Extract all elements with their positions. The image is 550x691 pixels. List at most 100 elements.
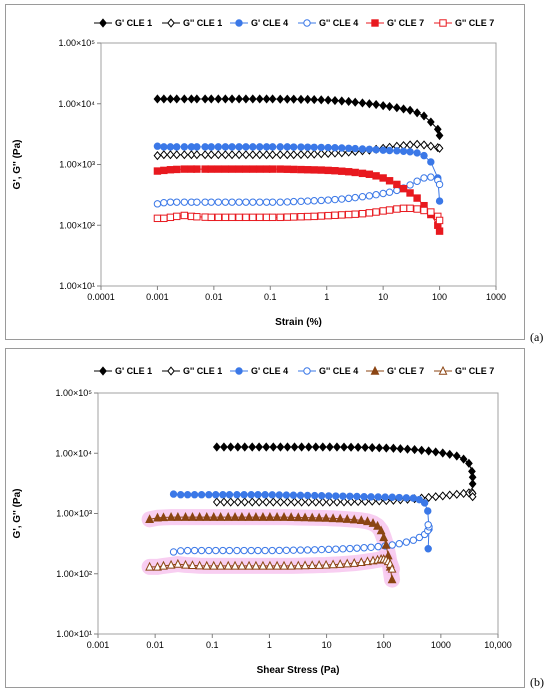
data-point [242, 198, 250, 206]
data-point [183, 491, 192, 499]
data-point [249, 198, 257, 206]
legend-marker [235, 19, 243, 27]
data-point [424, 492, 433, 502]
data-point [276, 94, 285, 104]
data-point [214, 198, 223, 206]
data-point [335, 513, 345, 523]
data-point [223, 560, 233, 570]
data-point [193, 165, 201, 173]
x-axis-title: Strain (%) [275, 317, 322, 328]
data-point [415, 533, 424, 542]
data-point [317, 545, 326, 554]
legend-marker [438, 365, 448, 375]
data-point [145, 561, 155, 571]
data-point [230, 512, 240, 521]
data-point [310, 197, 318, 205]
data-point [381, 493, 389, 501]
data-point [153, 561, 162, 571]
data-point [160, 94, 168, 104]
data-point [188, 560, 197, 570]
data-point [279, 560, 289, 570]
data-point [435, 130, 444, 141]
data-point [297, 94, 305, 104]
data-point [445, 449, 454, 459]
data-point [160, 143, 168, 151]
panel-label-b: (b) [530, 675, 544, 689]
data-point [310, 143, 318, 151]
data-point [190, 546, 199, 555]
data-point [406, 181, 414, 189]
data-point [388, 541, 396, 549]
data-point [358, 98, 367, 108]
data-point [166, 150, 175, 160]
data-point [214, 94, 223, 104]
data-point [255, 497, 263, 507]
data-point [283, 198, 291, 206]
data-point [339, 545, 347, 553]
data-point [303, 149, 312, 159]
data-point [248, 150, 257, 160]
data-point [268, 491, 276, 499]
data-point [268, 165, 277, 173]
data-point [387, 563, 397, 573]
data-point [317, 492, 326, 500]
y-tick-label: 1.00×10¹ [59, 281, 95, 291]
data-point [268, 213, 277, 222]
data-point [265, 512, 275, 521]
data-point [153, 512, 162, 522]
data-point [358, 193, 367, 201]
data-point [344, 144, 353, 152]
data-point [337, 148, 346, 158]
x-tick-label: 0.01 [146, 640, 164, 650]
data-point [269, 442, 278, 452]
data-point [221, 198, 230, 206]
x-tick-label: 1000 [486, 292, 506, 302]
data-point [413, 177, 421, 185]
data-point [275, 491, 284, 499]
data-point [221, 213, 230, 222]
data-point [237, 560, 247, 570]
data-point [346, 544, 354, 553]
data-point [233, 442, 242, 452]
data-point [385, 188, 394, 196]
data-point [173, 512, 183, 521]
data-point [403, 444, 412, 454]
data-point [351, 97, 360, 107]
data-point [340, 497, 348, 507]
data-point [297, 149, 305, 160]
data-point [311, 491, 319, 500]
data-point [385, 101, 394, 112]
data-point [387, 574, 397, 584]
legend-label: G' CLE 4 [251, 18, 288, 28]
legend-marker [167, 366, 175, 376]
data-point [242, 213, 250, 222]
data-point [409, 494, 418, 502]
data-point [349, 514, 359, 524]
data-point [452, 451, 461, 461]
data-point [324, 148, 332, 159]
data-point [410, 445, 419, 455]
data-point [413, 205, 421, 213]
y-tick-label: 1.00×10⁴ [55, 448, 92, 458]
data-point [438, 491, 447, 501]
series-g-cle-7 [145, 512, 397, 584]
data-point [256, 213, 264, 222]
data-point [331, 167, 339, 175]
data-point [468, 479, 477, 489]
data-point [166, 198, 175, 206]
data-point [201, 213, 209, 221]
data-point [223, 512, 233, 521]
series-g-cle-1 [212, 442, 477, 489]
data-point [424, 446, 433, 456]
data-point [331, 148, 339, 158]
data-point [325, 497, 334, 507]
data-point [321, 512, 331, 522]
legend-label: G' CLE 1 [115, 18, 152, 28]
data-point [207, 213, 215, 222]
data-point [228, 165, 236, 173]
chart-b: 0.001 0.01 0.1 1 10 100 1000 10,000 1.00×10¹ 1.00… [12, 365, 512, 676]
data-point [303, 491, 312, 500]
data-point [297, 143, 305, 151]
data-point [325, 492, 333, 500]
data-point [379, 189, 387, 198]
